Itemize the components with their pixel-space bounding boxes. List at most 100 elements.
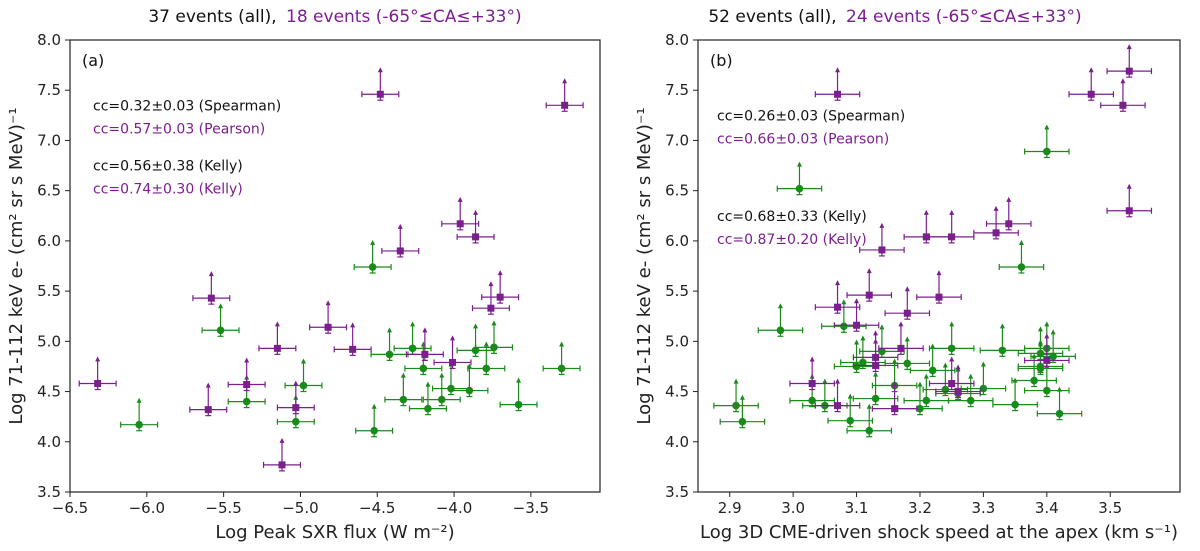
arrow-head — [208, 271, 214, 277]
arrow-head — [301, 358, 307, 364]
data-point-circle — [992, 377, 1038, 412]
circle-marker — [776, 326, 785, 335]
data-point-square — [456, 209, 495, 244]
arrow-head — [1044, 124, 1050, 130]
circle-marker — [922, 396, 931, 405]
data-point-circle — [713, 378, 759, 413]
circle-marker — [471, 346, 480, 355]
x-tick-label: −5.5 — [205, 499, 241, 517]
square-marker — [922, 233, 930, 241]
arrow-head — [860, 335, 866, 341]
data-point-square — [227, 357, 266, 392]
x-tick-label: 3.2 — [908, 499, 932, 517]
data-point-circle — [757, 303, 804, 337]
square-marker — [376, 90, 384, 98]
square-marker — [1005, 220, 1013, 228]
arrow-head — [422, 327, 428, 333]
data-point-square — [814, 67, 861, 101]
arrow-head — [955, 364, 961, 370]
arrow-head — [879, 222, 885, 228]
square-marker — [872, 361, 880, 369]
x-tick-label: 3.5 — [1098, 499, 1122, 517]
panel-a-title-subset: 18 events (-65°≤CA≤+33°) — [286, 7, 522, 27]
square-marker — [421, 350, 429, 358]
square-marker — [935, 293, 943, 301]
arrow-head — [370, 240, 376, 246]
data-point-circle — [719, 394, 766, 429]
data-point-circle — [353, 240, 392, 274]
y-tick-label: 8.0 — [37, 31, 61, 49]
data-point-circle — [542, 341, 581, 376]
y-tick-label: 4.0 — [665, 433, 689, 451]
circle-marker — [928, 366, 937, 375]
arrow-head — [136, 397, 142, 403]
square-marker — [487, 304, 495, 312]
arrow-head — [473, 323, 479, 329]
arrow-head — [371, 403, 377, 409]
data-point-square — [262, 437, 302, 472]
arrow-head — [777, 303, 783, 309]
panel-a-title: 37 events (all), 18 events (-65°≤CA≤+33°… — [148, 7, 521, 27]
data-point-square — [789, 356, 835, 391]
panel-b-frame — [697, 39, 1181, 493]
data-point-circle — [467, 341, 506, 376]
data-point-square — [78, 356, 117, 391]
circle-marker — [1036, 362, 1045, 371]
data-point-square — [1106, 44, 1153, 78]
data-point-circle — [776, 161, 823, 196]
data-point-circle — [909, 343, 956, 378]
panel-b: 52 events (all), 24 events (-65°≤CA≤+33°… — [634, 7, 1181, 543]
data-point-square — [1068, 67, 1115, 101]
arrow-head — [796, 161, 802, 167]
arrow-head — [892, 381, 898, 387]
circle-marker — [808, 396, 816, 405]
arrow-head — [835, 67, 841, 73]
correlation-annotation: cc=0.32±0.03 (Spearman) — [93, 98, 281, 114]
panel-a-tag: (a) — [82, 51, 104, 70]
panel-b-y-axis-label: Log 71-112 keV e- (cm² sr s MeV)⁻¹ — [634, 107, 655, 424]
circle-marker — [299, 381, 308, 390]
arrow-head — [733, 378, 739, 384]
data-point-circle — [859, 324, 905, 358]
arrow-head — [841, 299, 847, 305]
circle-marker — [399, 395, 408, 404]
data-point-circle — [450, 363, 489, 398]
arrow-head — [325, 300, 331, 306]
circle-marker — [490, 343, 498, 352]
arrow-head — [516, 377, 522, 383]
circle-marker — [1011, 400, 1019, 409]
arrow-head — [866, 268, 872, 274]
data-point-circle — [827, 393, 874, 428]
circle-marker — [1043, 147, 1051, 156]
arrow-head — [968, 373, 974, 379]
x-tick-label: −6.5 — [52, 499, 88, 517]
correlation-annotation: cc=0.68±0.33 (Kelly) — [717, 209, 867, 225]
arrow-head — [923, 209, 929, 215]
circle-marker — [903, 359, 912, 368]
arrow-head — [387, 327, 393, 333]
square-marker — [897, 344, 905, 352]
x-tick-label: 3.0 — [781, 499, 805, 517]
arrow-head — [400, 372, 406, 378]
y-tick-label: 6.0 — [37, 232, 61, 250]
data-point-circle — [1017, 339, 1064, 374]
arrow-head — [949, 321, 955, 327]
x-tick-label: 3.4 — [1035, 499, 1059, 517]
arrow-head — [1120, 78, 1126, 84]
data-point-square — [928, 356, 975, 391]
circle-marker — [738, 417, 747, 426]
arrow-head — [1018, 240, 1024, 246]
data-point-square — [481, 270, 520, 304]
arrow-head — [809, 356, 815, 362]
square-marker — [207, 294, 215, 302]
circle-marker — [1049, 352, 1057, 361]
panel-b-annotations: cc=0.26±0.03 (Spearman) cc=0.66±0.03 (Pea… — [717, 108, 905, 248]
data-point-square — [928, 209, 975, 244]
data-point-circle — [998, 240, 1045, 274]
square-marker — [496, 293, 504, 301]
y-tick-label: 6.5 — [665, 182, 689, 200]
data-point-square — [333, 322, 372, 356]
circle-marker — [465, 386, 474, 395]
circle-marker — [1043, 386, 1051, 395]
data-point-circle — [393, 321, 432, 355]
